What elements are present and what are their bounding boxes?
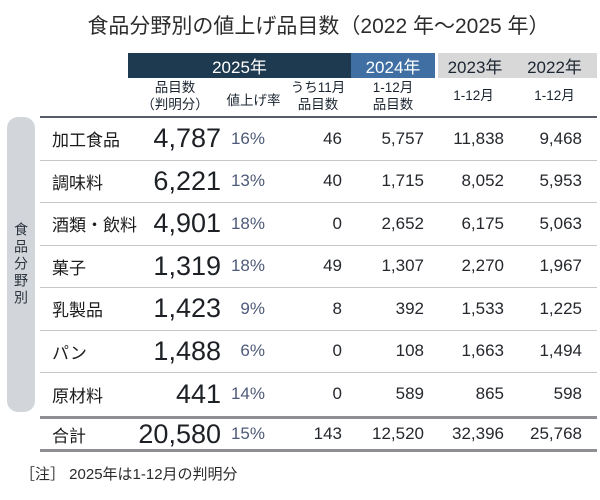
items-2024: 5,757: [381, 128, 424, 148]
items-2023: 2,270: [461, 256, 504, 276]
nov-2025: 49: [323, 256, 342, 276]
category-axis-label: 食品分野別: [13, 222, 29, 307]
column-header-2024-items: 1-12月 品目数: [372, 80, 414, 112]
rate-2025: 18%: [230, 213, 265, 233]
items-2025: 4,901: [153, 208, 221, 239]
footnote: ［注］ 2025年は1-12月の判明分: [20, 466, 238, 483]
items-2024: 1,715: [381, 171, 424, 191]
total-items-2024: 12,520: [372, 424, 424, 443]
items-2022: 1,967: [539, 256, 582, 276]
items-2024: 1,307: [381, 256, 424, 276]
table-row: 調味料 6,221 13% 40 1,715 8,052 5,953: [40, 161, 597, 203]
items-2023: 865: [475, 384, 504, 404]
row-category: 加工食品: [52, 131, 120, 151]
items-2023: 11,838: [453, 128, 504, 148]
items-2022: 1,225: [539, 298, 582, 318]
items-2022: 5,063: [539, 213, 582, 233]
items-2025: 1,319: [153, 250, 221, 281]
total-rate-2025: 15%: [230, 424, 265, 443]
column-header-row: 品目数 （判明分） 値上げ率 うち11月 品目数 1-12月 品目数 1-12月…: [40, 77, 597, 118]
items-2024: 392: [395, 298, 424, 318]
column-header-rate: 値上げ率: [226, 92, 281, 108]
nov-2025: 46: [323, 128, 342, 148]
items-2023: 1,533: [461, 298, 504, 318]
total-items-2022: 25,768: [530, 424, 582, 443]
total-items-2023: 32,396: [452, 424, 504, 443]
items-2025: 441: [175, 378, 221, 409]
table-row: 乳製品 1,423 9% 8 392 1,533 1,225: [40, 288, 597, 331]
page-title: 食品分野別の値上げ品目数（2022 年～2025 年）: [87, 15, 550, 38]
items-2023: 1,663: [461, 341, 504, 361]
total-nov-2025: 143: [313, 424, 342, 443]
row-category: 酒類・飲料: [52, 216, 137, 236]
nov-2025: 40: [323, 171, 342, 191]
items-2022: 1,494: [539, 341, 582, 361]
row-category: 調味料: [52, 173, 103, 193]
column-header-spacer: [40, 77, 128, 116]
items-2024: 2,652: [381, 213, 424, 233]
row-category: 菓子: [52, 258, 86, 278]
items-2025: 1,423: [153, 293, 221, 324]
column-header-items: 品目数 （判明分）: [141, 80, 209, 112]
total-row: 合計 20,580 15% 143 12,520 32,396 25,768: [40, 415, 597, 452]
column-header-2023-months: 1-12月: [453, 88, 494, 104]
rate-2025: 6%: [240, 341, 265, 361]
year-header-row: 2025年 2024年 2023年 2022年: [40, 53, 597, 78]
nov-2025: 0: [332, 341, 342, 361]
total-label: 合計: [52, 426, 86, 446]
nov-2025: 0: [332, 384, 342, 404]
col-group-2022: 2022年: [512, 53, 597, 78]
items-2025: 1,488: [153, 335, 221, 366]
total-items-2025: 20,580: [138, 418, 221, 449]
row-category: パン: [52, 343, 87, 363]
row-category: 乳製品: [52, 301, 103, 321]
items-2022: 598: [553, 384, 582, 404]
items-2025: 6,221: [153, 165, 221, 196]
table-row: パン 1,488 6% 0 108 1,663 1,494: [40, 331, 597, 373]
nov-2025: 0: [332, 213, 342, 233]
items-2024: 589: [395, 384, 424, 404]
table-row: 酒類・飲料 4,901 18% 0 2,652 6,175 5,063: [40, 203, 597, 246]
rate-2025: 9%: [240, 298, 265, 318]
rate-2025: 16%: [230, 128, 265, 148]
category-axis-pill: 食品分野別: [7, 117, 35, 412]
col-group-2025: 2025年: [128, 53, 351, 78]
items-2023: 8,052: [461, 171, 504, 191]
col-group-2024: 2024年: [351, 53, 435, 78]
price-increase-table: 2025年 2024年 2023年 2022年 品目数 （判明分） 値上げ率 う…: [40, 53, 597, 452]
row-category: 原材料: [52, 386, 103, 406]
rate-2025: 13%: [230, 171, 265, 191]
items-2023: 6,175: [461, 213, 504, 233]
col-group-2023: 2023年: [435, 53, 512, 78]
column-header-2022-months: 1-12月: [534, 88, 575, 104]
items-2024: 108: [395, 341, 424, 361]
rate-2025: 14%: [230, 384, 265, 404]
items-2022: 9,468: [539, 128, 582, 148]
table-row: 加工食品 4,787 16% 46 5,757 11,838 9,468: [40, 118, 597, 161]
column-header-november: うち11月 品目数: [290, 80, 346, 112]
table-row: 菓子 1,319 18% 49 1,307 2,270 1,967: [40, 246, 597, 288]
nov-2025: 8: [332, 298, 342, 318]
items-2022: 5,953: [539, 171, 582, 191]
table-row: 原材料 441 14% 0 589 865 598: [40, 373, 597, 416]
items-2025: 4,787: [153, 123, 221, 154]
rate-2025: 18%: [230, 256, 265, 276]
